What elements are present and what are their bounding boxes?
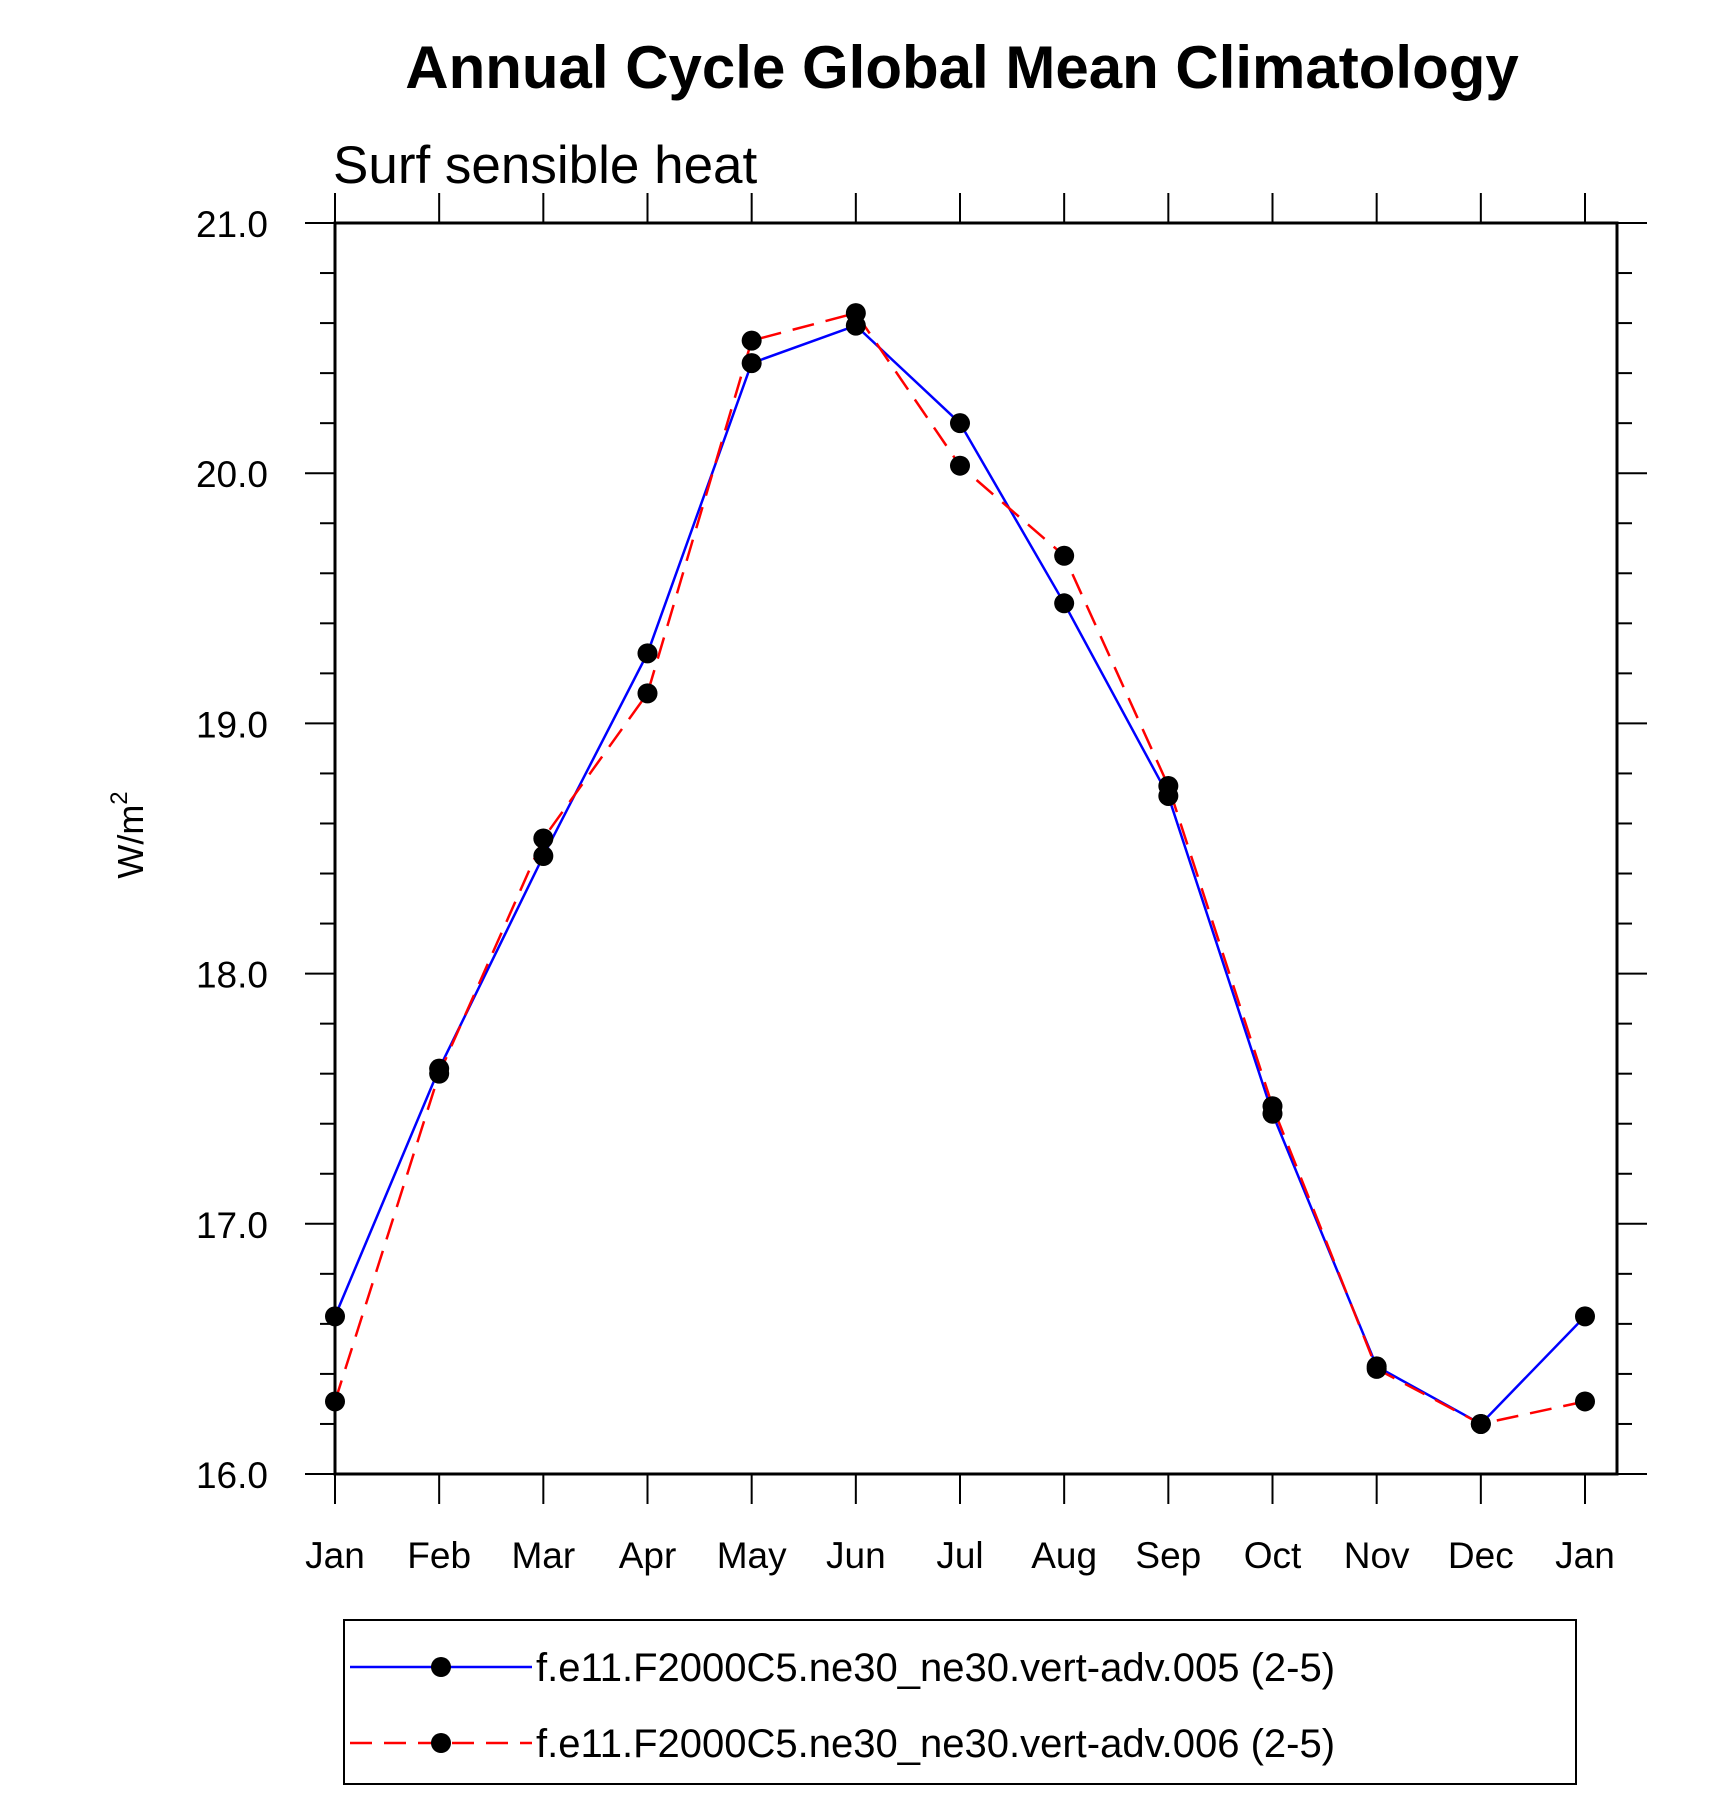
x-tick-label: Jan — [1555, 1535, 1615, 1576]
x-tick-label: Sep — [1135, 1535, 1201, 1576]
series-2-point — [741, 330, 762, 351]
x-tick-label: Mar — [511, 1535, 575, 1576]
axes: 16.0 17.0 18.0 19.0 20.0 21.0 Jan Feb Mar Apr May J… — [196, 193, 1647, 1576]
series-1-point — [637, 643, 658, 664]
x-tick-label: Jul — [936, 1535, 983, 1576]
legend: f.e11.F2000C5.ne30_ne30.vert-adv.005 (2-… — [343, 1619, 1577, 1785]
series-layer — [325, 303, 1595, 1434]
series-1-point — [533, 846, 554, 867]
chart-title: Annual Cycle Global Mean Climatology — [405, 34, 1519, 101]
x-tick-label: Apr — [619, 1535, 677, 1576]
legend-label-1: f.e11.F2000C5.ne30_ne30.vert-adv.005 (2-… — [536, 1646, 1335, 1690]
x-tick-label: Aug — [1031, 1535, 1097, 1576]
y-tick-label: 16.0 — [196, 1455, 268, 1496]
x-tick-label: Oct — [1244, 1535, 1302, 1576]
x-tick-label: Jan — [305, 1535, 365, 1576]
series-1-point — [1575, 1306, 1595, 1327]
series-2-point — [1366, 1358, 1387, 1379]
series-1-point — [950, 413, 970, 434]
legend-marker-2 — [431, 1733, 451, 1753]
x-tick-label: Nov — [1344, 1535, 1410, 1576]
legend-marker-1 — [431, 1657, 451, 1677]
y-tick-label: 17.0 — [196, 1205, 268, 1246]
series-2-point — [533, 828, 554, 849]
y-axis-label: W/m2 — [106, 791, 151, 878]
series-1-point — [741, 353, 762, 374]
y-tick-label: 19.0 — [196, 704, 268, 745]
legend-label-2: f.e11.F2000C5.ne30_ne30.vert-adv.006 (2-… — [536, 1722, 1335, 1766]
x-tick-label: Dec — [1448, 1535, 1514, 1576]
series-2-point — [1158, 775, 1179, 796]
chart-subtitle: Surf sensible heat — [333, 136, 758, 195]
series-2-point — [429, 1063, 450, 1084]
x-tick-label: Jun — [826, 1535, 886, 1576]
series-2-point — [637, 683, 658, 704]
y-tick-label: 21.0 — [196, 204, 268, 245]
series-line-2 — [333, 311, 1586, 1426]
series-2-point — [845, 303, 866, 324]
x-tick-label: Feb — [407, 1535, 471, 1576]
y-tick-label: 20.0 — [196, 454, 268, 495]
legend-box — [343, 1619, 1577, 1785]
series-2-point — [1575, 1391, 1595, 1412]
series-2-point — [325, 1391, 345, 1412]
series-1-point — [325, 1306, 345, 1327]
series-2-point — [1262, 1096, 1283, 1117]
plot-frame — [333, 221, 1619, 1476]
y-axis-label-superscript: 2 — [106, 791, 133, 804]
series-2-point — [1054, 545, 1075, 566]
series-line-1 — [333, 324, 1586, 1426]
x-tick-label: May — [717, 1535, 787, 1576]
y-tick-label: 18.0 — [196, 955, 268, 996]
series-1-point — [1054, 593, 1075, 614]
series-2-point — [1470, 1413, 1491, 1434]
y-axis-label-main: W/m — [110, 805, 151, 879]
series-2-point — [950, 455, 970, 476]
